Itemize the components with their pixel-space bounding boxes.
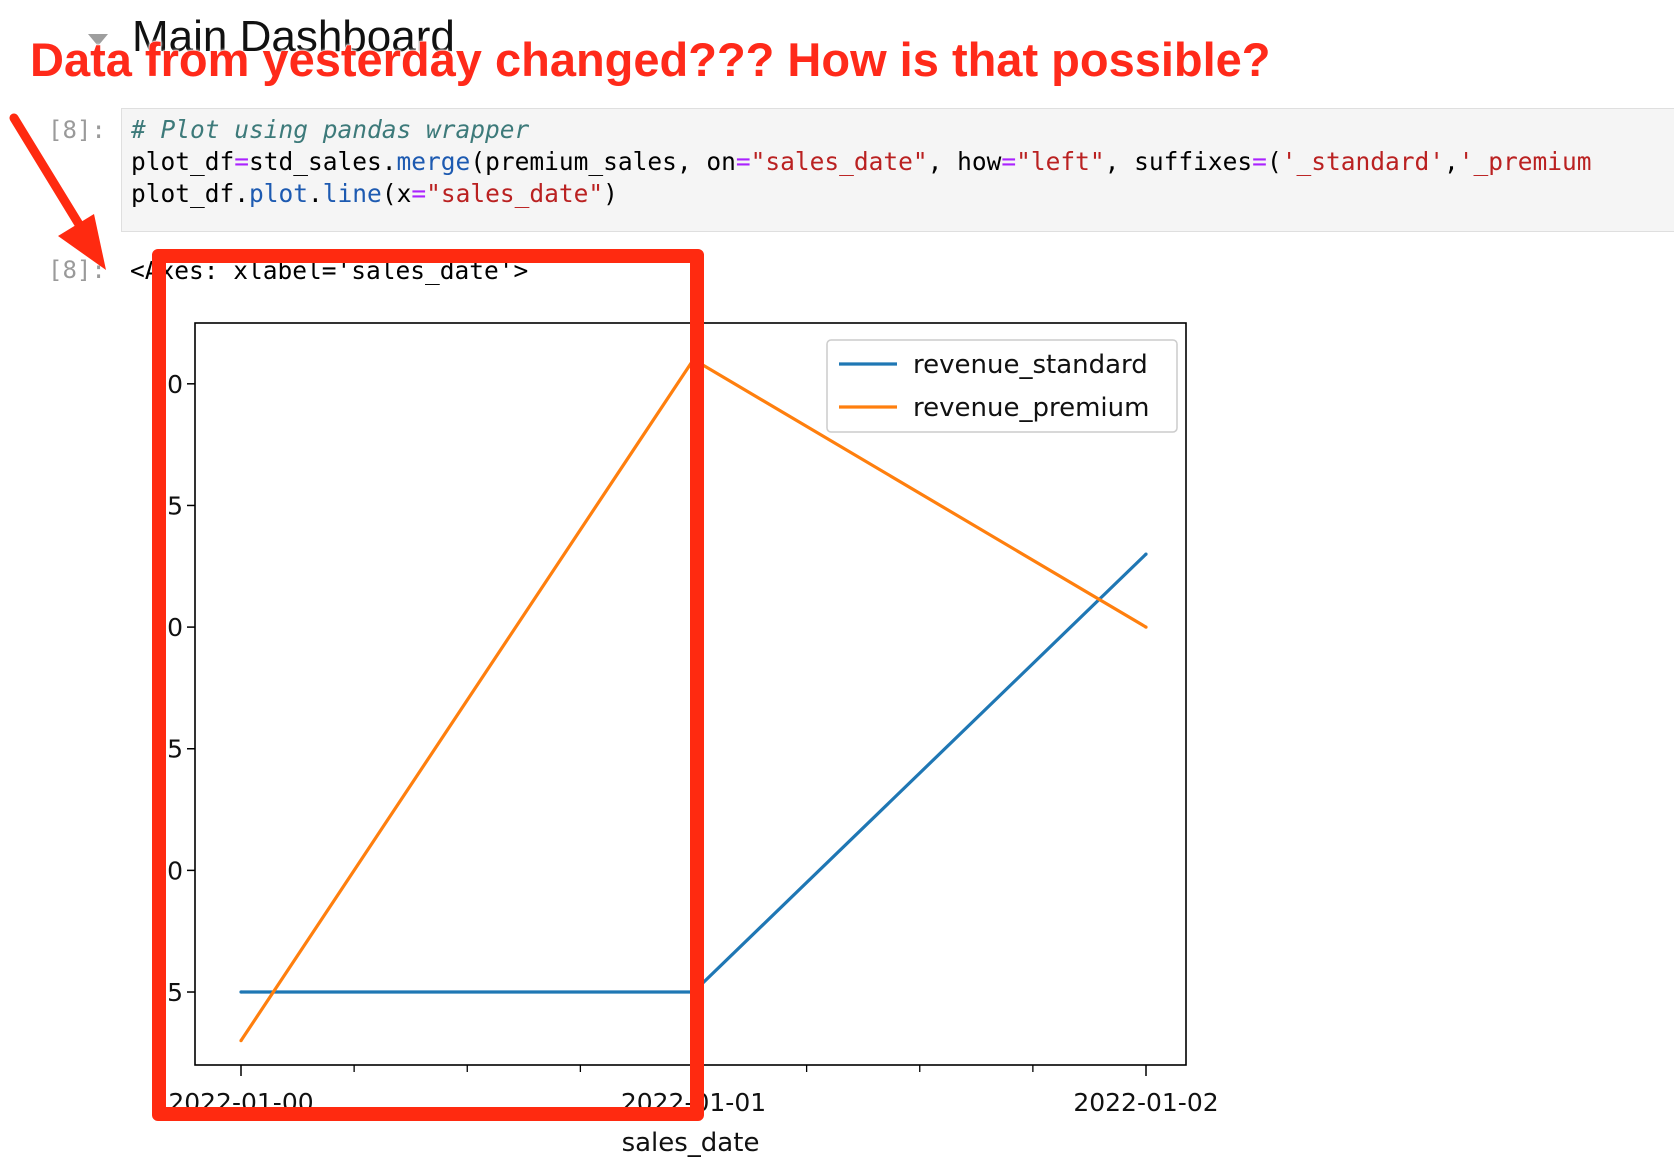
data-point xyxy=(1144,552,1148,556)
data-point xyxy=(239,990,243,994)
code-token: plot_df xyxy=(131,147,235,176)
code-line-2: plot_df=std_sales.merge(premium_sales, o… xyxy=(131,147,1592,176)
data-point xyxy=(239,1039,243,1043)
code-token: "left" xyxy=(1016,147,1105,176)
code-token: = xyxy=(1252,147,1267,176)
code-token: std_sales. xyxy=(249,147,397,176)
code-cell[interactable]: # Plot using pandas wrapper plot_df=std_… xyxy=(121,108,1674,232)
code-line-1: # Plot using pandas wrapper xyxy=(131,115,529,144)
code-token: ) xyxy=(603,179,618,208)
code-token: '_premium xyxy=(1458,147,1592,176)
code-token: = xyxy=(411,179,427,208)
data-point xyxy=(1144,625,1148,629)
code-token: (x xyxy=(381,179,412,208)
code-token: ( xyxy=(1266,147,1282,176)
code-token: = xyxy=(1001,147,1017,176)
code-token: merge xyxy=(396,147,471,176)
code-token: , suffixes xyxy=(1104,147,1253,176)
x-axis-label: sales_date xyxy=(622,1128,760,1158)
code-token: line xyxy=(322,179,382,208)
annotation-title: Data from yesterday changed??? How is th… xyxy=(30,33,1272,87)
code-token: plot xyxy=(249,179,309,208)
code-token: = xyxy=(735,147,751,176)
code-token: , how xyxy=(927,147,1002,176)
code-token: (premium_sales, on xyxy=(470,147,736,176)
code-token: , xyxy=(1443,147,1459,176)
code-token: plot_df. xyxy=(131,179,250,208)
code-token: "sales_date" xyxy=(750,147,928,176)
code-token: '_standard' xyxy=(1281,147,1444,176)
y-tick-label: 5 xyxy=(167,978,183,1007)
code-token: . xyxy=(308,179,323,208)
code-token: "sales_date" xyxy=(426,179,604,208)
highlight-box xyxy=(152,249,704,1121)
legend-label: revenue_standard xyxy=(913,350,1148,380)
input-prompt: [8]: xyxy=(48,116,106,144)
collapse-arrow-icon[interactable] xyxy=(88,34,108,46)
annotation-arrow-icon xyxy=(9,113,106,270)
code-line-3: plot_df.plot.line(x="sales_date") xyxy=(131,179,618,208)
legend-box xyxy=(826,339,1178,433)
code-comment: # Plot using pandas wrapper xyxy=(131,115,530,144)
legend-label: revenue_premium xyxy=(913,393,1149,423)
notebook-heading: Main Dashboard xyxy=(132,12,455,61)
code-token: = xyxy=(234,147,250,176)
x-tick-label: 2022-01-02 xyxy=(1073,1088,1218,1117)
